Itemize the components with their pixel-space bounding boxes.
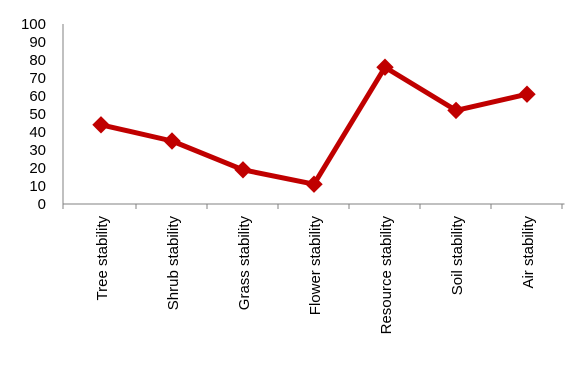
data-point-marker (305, 175, 323, 193)
x-category-label: Resource stability (378, 216, 395, 335)
y-tick-label: 100 (21, 16, 46, 33)
x-category-label: Tree stability (94, 216, 111, 301)
data-point-marker (92, 116, 110, 134)
x-category-label: Air stability (520, 216, 537, 289)
data-point-marker (163, 132, 181, 150)
y-tick-label: 70 (29, 70, 46, 87)
x-category-label: Flower stability (307, 216, 324, 316)
x-category-label: Grass stability (236, 216, 253, 311)
y-tick-label: 50 (29, 106, 46, 123)
y-tick-label: 30 (29, 142, 46, 159)
y-tick-label: 60 (29, 88, 46, 105)
x-category-label: Shrub stability (165, 216, 182, 311)
y-tick-label: 80 (29, 52, 46, 69)
x-category-label: Soil stability (449, 216, 466, 296)
y-tick-label: 10 (29, 178, 46, 195)
y-tick-label: 40 (29, 124, 46, 141)
data-point-marker (376, 58, 394, 76)
data-point-marker (518, 85, 536, 103)
y-tick-label: 0 (38, 196, 46, 213)
y-tick-label: 90 (29, 34, 46, 51)
data-point-marker (234, 161, 252, 179)
series-line (98, 64, 530, 187)
y-tick-label: 20 (29, 160, 46, 177)
data-point-marker (447, 101, 465, 120)
